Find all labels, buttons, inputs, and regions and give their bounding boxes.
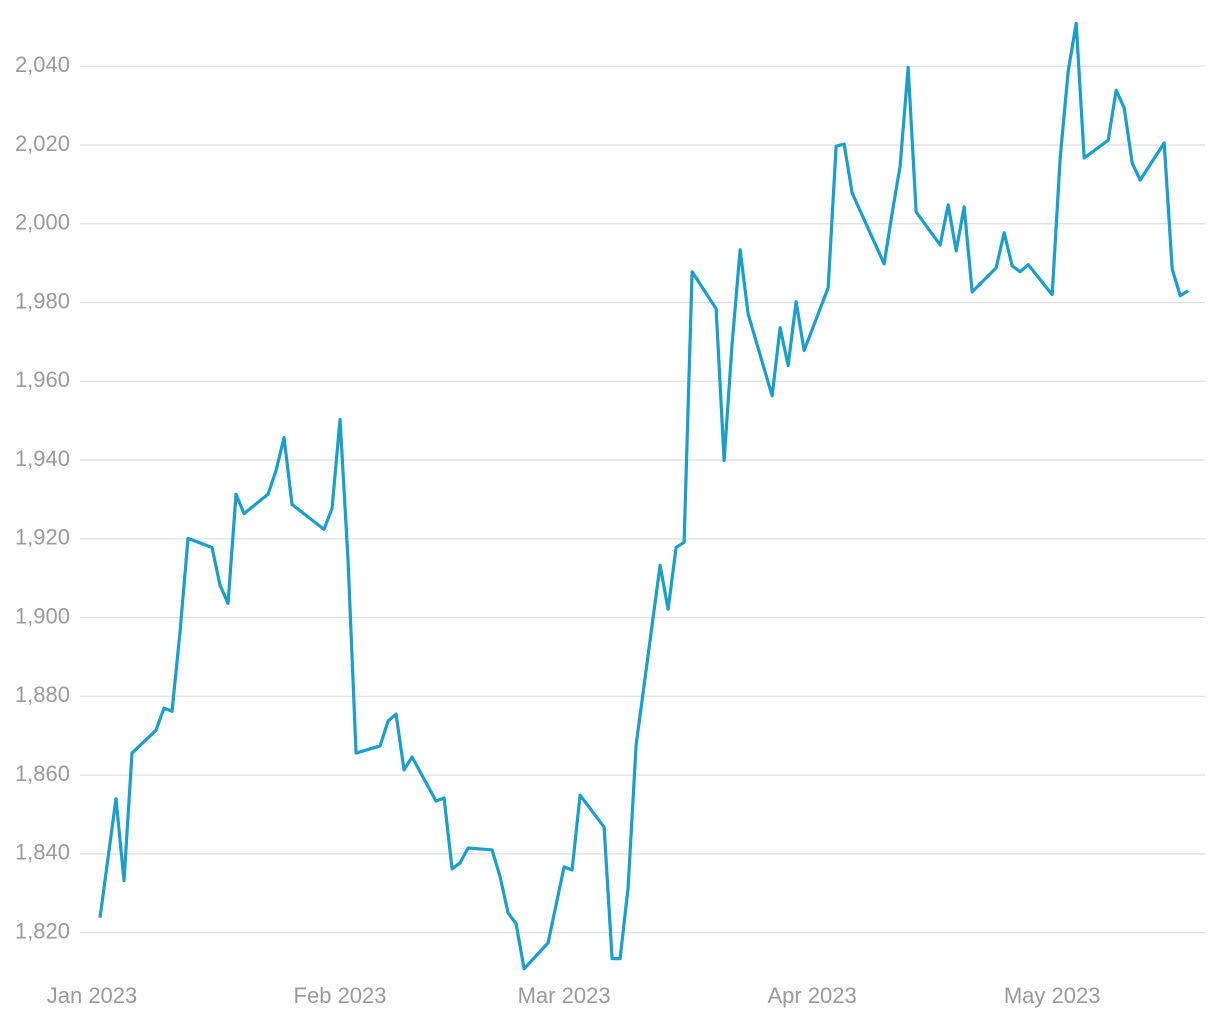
x-tick-label: May 2023 xyxy=(1004,983,1101,1008)
y-tick-label: 2,020 xyxy=(15,131,70,156)
y-tick-label: 1,900 xyxy=(15,603,70,628)
x-tick-label: Jan 2023 xyxy=(47,983,138,1008)
line-series xyxy=(98,21,1190,971)
y-tick-label: 1,820 xyxy=(15,918,70,943)
y-tick-label: 2,000 xyxy=(15,210,70,235)
x-tick-label: Mar 2023 xyxy=(518,983,611,1008)
y-tick-label: 1,940 xyxy=(15,446,70,471)
y-tick-label: 2,040 xyxy=(15,52,70,77)
y-tick-label: 1,960 xyxy=(15,367,70,392)
y-tick-label: 1,860 xyxy=(15,761,70,786)
y-tick-label: 1,880 xyxy=(15,682,70,707)
x-tick-label: Apr 2023 xyxy=(767,983,856,1008)
y-tick-label: 1,980 xyxy=(15,288,70,313)
x-tick-label: Feb 2023 xyxy=(294,983,387,1008)
y-tick-label: 1,840 xyxy=(15,840,70,865)
y-tick-label: 1,920 xyxy=(15,525,70,550)
